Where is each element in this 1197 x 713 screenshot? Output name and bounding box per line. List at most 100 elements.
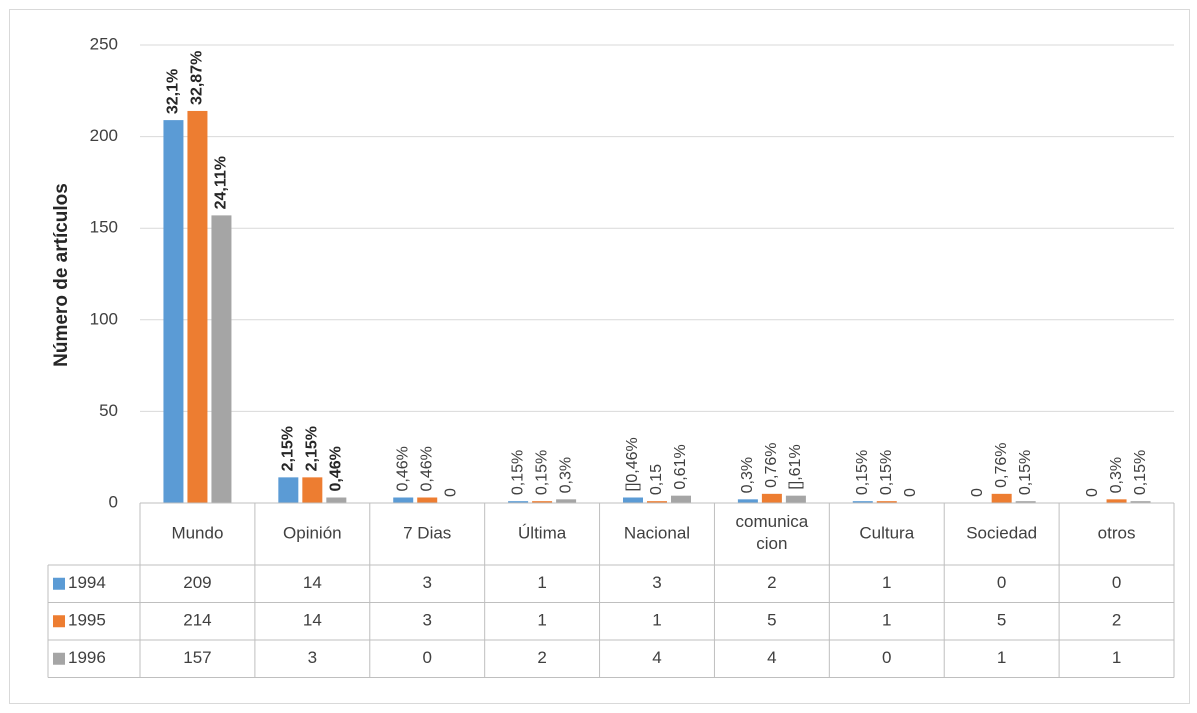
table-value: 1 bbox=[537, 573, 546, 592]
bar bbox=[187, 110, 208, 504]
legend-swatch bbox=[53, 652, 65, 665]
data-label: 2,15% bbox=[280, 426, 297, 471]
table-value: 2 bbox=[537, 648, 546, 667]
bar bbox=[326, 497, 347, 503]
data-label: 0 bbox=[902, 488, 919, 497]
bar bbox=[785, 495, 806, 503]
table-value: 214 bbox=[183, 611, 211, 630]
data-label: 0,76% bbox=[993, 442, 1010, 487]
data-label: 0,15% bbox=[509, 450, 526, 495]
data-label: 0,15% bbox=[1017, 450, 1034, 495]
bar bbox=[417, 497, 438, 503]
data-label: 0,3% bbox=[739, 457, 756, 493]
y-tick-label: 50 bbox=[99, 401, 118, 420]
bar bbox=[163, 120, 184, 503]
bar bbox=[991, 493, 1012, 503]
data-label: 0,46% bbox=[328, 446, 345, 491]
table-value: 3 bbox=[422, 573, 431, 592]
table-value: 1 bbox=[537, 611, 546, 630]
y-tick-label: 100 bbox=[90, 309, 118, 328]
table-value: 1 bbox=[882, 573, 891, 592]
bar bbox=[737, 499, 758, 503]
category-label: otros bbox=[1098, 523, 1136, 542]
table-value: 2 bbox=[767, 573, 776, 592]
y-tick-label: 150 bbox=[90, 218, 118, 237]
category-label: Opinión bbox=[283, 523, 342, 542]
bar bbox=[623, 497, 643, 503]
bar bbox=[278, 477, 299, 503]
table-value: 4 bbox=[652, 648, 661, 667]
bar bbox=[647, 501, 667, 503]
table-value: 5 bbox=[997, 611, 1006, 630]
table-value: 209 bbox=[183, 573, 211, 592]
data-label: []0,46% bbox=[624, 437, 641, 491]
legend-label: 1994 bbox=[68, 573, 106, 592]
table-value: 0 bbox=[882, 648, 891, 667]
data-label: 0,46% bbox=[394, 446, 411, 491]
bar bbox=[556, 499, 577, 503]
category-label: Nacional bbox=[624, 523, 690, 542]
data-label: 0 bbox=[1084, 488, 1101, 497]
table-value: 1 bbox=[1112, 648, 1121, 667]
table-value: 3 bbox=[422, 611, 431, 630]
bar bbox=[508, 501, 529, 503]
legend-label: 1995 bbox=[68, 611, 106, 630]
bar bbox=[1015, 501, 1036, 503]
y-tick-label: 200 bbox=[90, 126, 118, 145]
data-label: 0,15% bbox=[1132, 450, 1149, 495]
category-label: Última bbox=[518, 523, 567, 542]
data-label: 0,3% bbox=[557, 457, 574, 493]
table-value: 4 bbox=[767, 648, 776, 667]
data-label: 0,15% bbox=[533, 450, 550, 495]
bar bbox=[1106, 499, 1127, 503]
table-value: 157 bbox=[183, 648, 211, 667]
table-value: 14 bbox=[303, 611, 322, 630]
data-label: 0 bbox=[442, 488, 459, 497]
category-label: Sociedad bbox=[966, 523, 1037, 542]
data-label: 0,76% bbox=[763, 442, 780, 487]
table-value: 3 bbox=[308, 648, 317, 667]
data-label: 0,15 bbox=[648, 464, 665, 495]
category-label: 7 Dias bbox=[403, 523, 451, 542]
legend-swatch bbox=[53, 577, 65, 590]
table-value: 14 bbox=[303, 573, 322, 592]
table-value: 2 bbox=[1112, 611, 1121, 630]
category-label: Cultura bbox=[859, 523, 914, 542]
data-label: 0,15% bbox=[854, 450, 871, 495]
legend-swatch bbox=[53, 615, 65, 628]
bar bbox=[1130, 501, 1151, 503]
y-tick-label: 250 bbox=[90, 34, 118, 53]
table-value: 0 bbox=[422, 648, 431, 667]
data-label: 24,11% bbox=[213, 156, 230, 209]
table-value: 3 bbox=[652, 573, 661, 592]
y-tick-label: 0 bbox=[109, 492, 118, 511]
bar bbox=[852, 501, 873, 503]
table-value: 5 bbox=[767, 611, 776, 630]
bar bbox=[211, 215, 232, 503]
legend-label: 1996 bbox=[68, 648, 106, 667]
table-value: 0 bbox=[997, 573, 1006, 592]
data-label: 32,87% bbox=[189, 51, 206, 105]
data-label: 0,46% bbox=[418, 446, 435, 491]
y-axis-title: Número de artículos bbox=[51, 183, 72, 367]
data-label: 0,61% bbox=[672, 444, 689, 489]
bar bbox=[532, 501, 553, 503]
data-label: 0,15% bbox=[878, 450, 895, 495]
bar bbox=[302, 477, 323, 503]
data-label: 0,3% bbox=[1108, 457, 1125, 493]
bar bbox=[761, 493, 782, 503]
table-value: 1 bbox=[652, 611, 661, 630]
category-label: Mundo bbox=[171, 523, 223, 542]
bar bbox=[876, 501, 897, 503]
data-label: 2,15% bbox=[304, 426, 321, 471]
data-label: [],61% bbox=[787, 444, 804, 489]
data-label: 0 bbox=[969, 488, 986, 497]
category-label: comunica cion bbox=[736, 512, 809, 553]
table-value: 1 bbox=[882, 611, 891, 630]
table-value: 0 bbox=[1112, 573, 1121, 592]
data-label: 32,1% bbox=[165, 69, 182, 114]
bar bbox=[393, 497, 414, 503]
bar bbox=[671, 495, 691, 503]
